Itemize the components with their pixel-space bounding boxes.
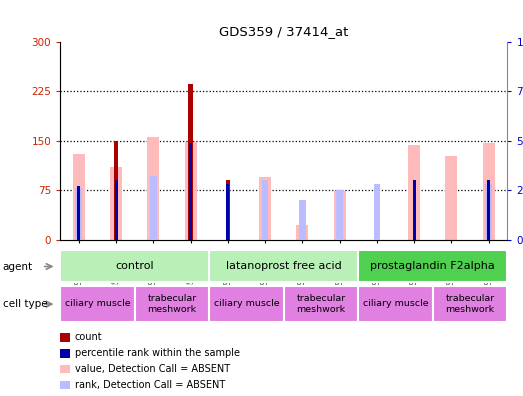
- Bar: [135, 286, 209, 322]
- Bar: [358, 286, 433, 322]
- Text: count: count: [75, 332, 103, 343]
- Text: latanoprost free acid: latanoprost free acid: [226, 261, 342, 271]
- Bar: [408, 145, 420, 240]
- Bar: [110, 167, 122, 240]
- Bar: [209, 250, 358, 282]
- Text: trabecular
meshwork: trabecular meshwork: [297, 294, 346, 314]
- Bar: [60, 286, 135, 322]
- Bar: [433, 286, 507, 322]
- Bar: [209, 286, 283, 322]
- Bar: [262, 180, 268, 240]
- Bar: [373, 184, 380, 240]
- Bar: [336, 190, 343, 240]
- Bar: [147, 137, 160, 240]
- Text: agent: agent: [3, 261, 33, 272]
- Text: prostaglandin F2alpha: prostaglandin F2alpha: [370, 261, 495, 271]
- Text: control: control: [116, 261, 154, 271]
- Text: ciliary muscle: ciliary muscle: [363, 299, 428, 308]
- Bar: [189, 143, 192, 240]
- Text: percentile rank within the sample: percentile rank within the sample: [75, 348, 240, 358]
- Bar: [483, 143, 495, 240]
- Bar: [73, 154, 85, 240]
- Bar: [225, 180, 230, 240]
- Bar: [75, 188, 82, 240]
- Bar: [485, 184, 492, 240]
- Bar: [185, 142, 197, 240]
- Bar: [226, 184, 229, 240]
- Text: rank, Detection Call = ABSENT: rank, Detection Call = ABSENT: [75, 380, 225, 390]
- Bar: [115, 180, 118, 240]
- Bar: [299, 200, 306, 240]
- Text: trabecular
meshwork: trabecular meshwork: [446, 294, 495, 314]
- Title: GDS359 / 37414_at: GDS359 / 37414_at: [219, 25, 348, 38]
- Text: ciliary muscle: ciliary muscle: [214, 299, 279, 308]
- Bar: [60, 250, 209, 282]
- Bar: [188, 84, 193, 240]
- Bar: [358, 250, 507, 282]
- Bar: [150, 176, 157, 240]
- Bar: [487, 180, 490, 240]
- Text: trabecular
meshwork: trabecular meshwork: [147, 294, 197, 314]
- Bar: [283, 286, 358, 322]
- Bar: [413, 180, 416, 240]
- Bar: [297, 225, 309, 240]
- Text: value, Detection Call = ABSENT: value, Detection Call = ABSENT: [75, 364, 230, 374]
- Bar: [114, 141, 118, 240]
- Text: ciliary muscle: ciliary muscle: [65, 299, 130, 308]
- Text: cell type: cell type: [3, 299, 47, 309]
- Bar: [334, 191, 346, 240]
- Bar: [77, 186, 80, 240]
- Bar: [259, 177, 271, 240]
- Bar: [446, 156, 458, 240]
